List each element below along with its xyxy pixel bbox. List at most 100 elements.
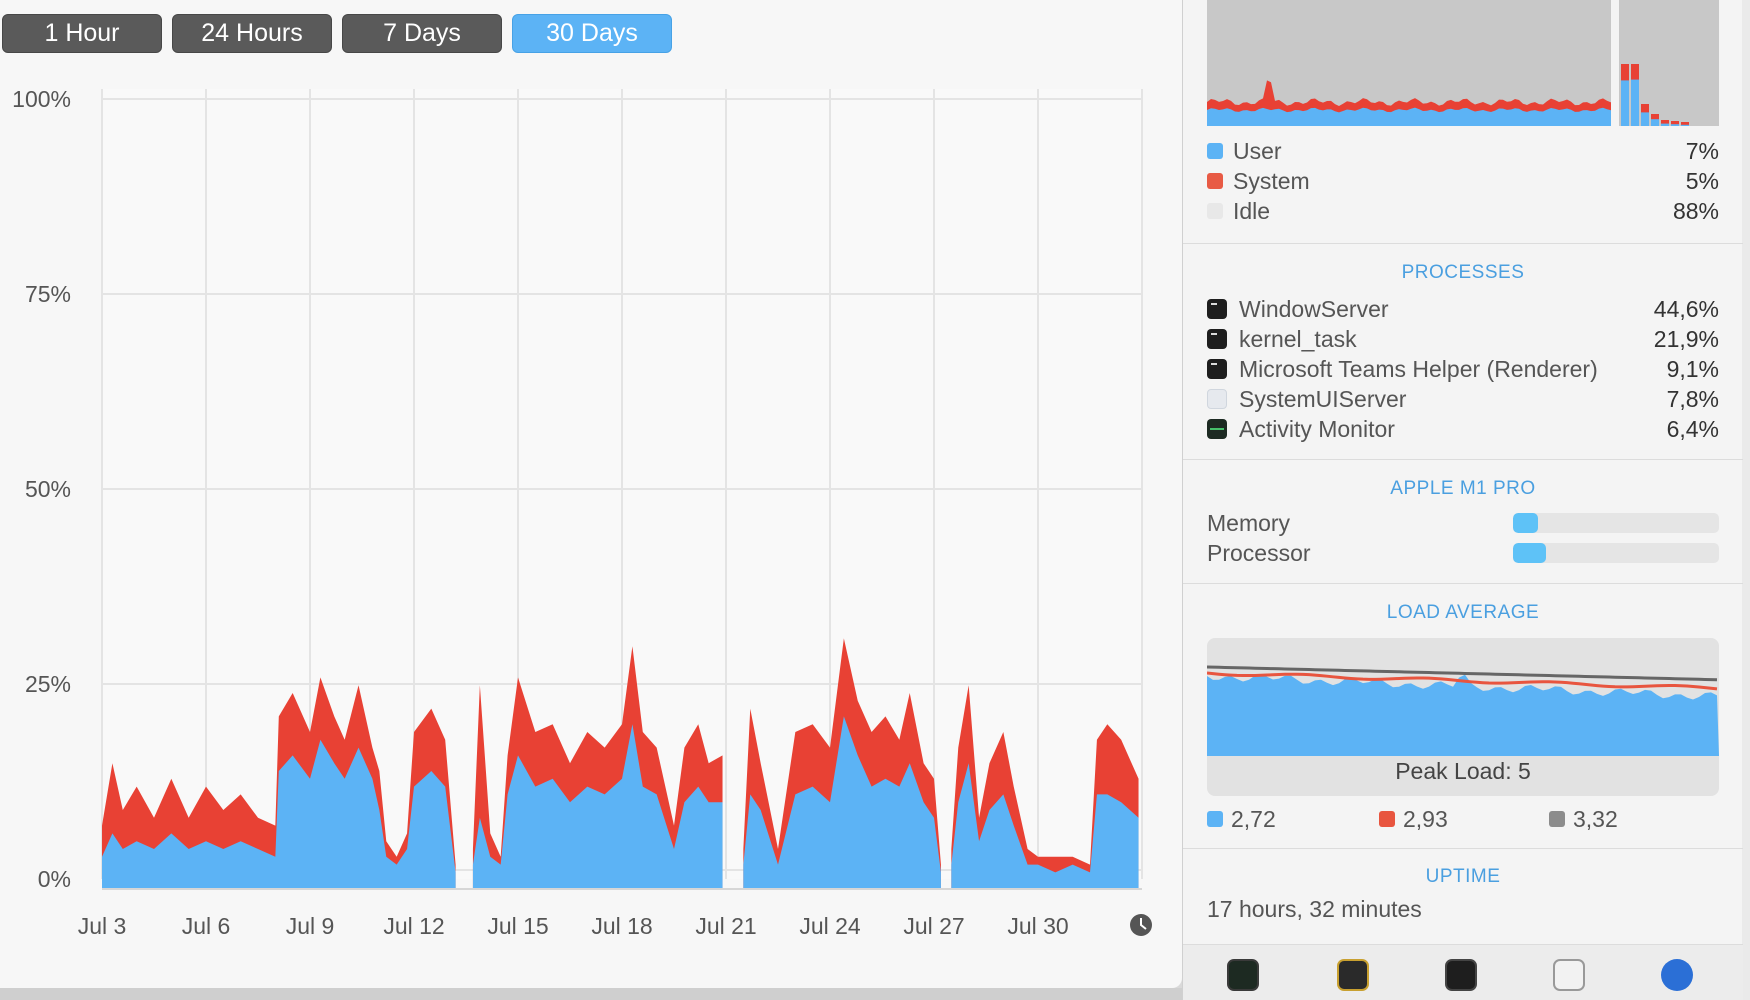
load-average-title: LOAD AVERAGE xyxy=(1386,602,1540,623)
process-name: SystemUIServer xyxy=(1239,385,1407,412)
divider xyxy=(1183,243,1743,244)
x-tick-label: Jul 9 xyxy=(286,913,335,939)
legend-system-label: System xyxy=(1233,167,1310,194)
cpu-mini-history xyxy=(1207,0,1719,126)
process-name: kernel_task xyxy=(1239,325,1357,352)
activity-monitor-icon[interactable] xyxy=(1227,959,1259,991)
load-5min: 2,93 xyxy=(1379,804,1448,834)
load-1min: 2,72 xyxy=(1207,804,1276,834)
load-1min-area xyxy=(1207,674,1719,756)
terminal-icon xyxy=(1207,329,1227,349)
load-1min-swatch-icon xyxy=(1207,811,1223,827)
processor-bar xyxy=(1513,543,1719,563)
terminal-icon[interactable] xyxy=(1445,959,1477,991)
user-area-segment xyxy=(472,724,723,888)
x-tick-label: Jul 27 xyxy=(903,913,964,939)
process-row[interactable]: Microsoft Teams Helper (Renderer) 9,1% xyxy=(1207,354,1719,384)
range-button-1-hour[interactable]: 1 Hour xyxy=(2,14,162,53)
memory-bar xyxy=(1513,513,1719,533)
processor-row: Processor xyxy=(1207,538,1719,568)
processes-title: PROCESSES xyxy=(1401,262,1525,283)
divider xyxy=(1183,583,1743,584)
mini-bar-user xyxy=(1641,112,1649,126)
x-tick-label: Jul 15 xyxy=(487,913,548,939)
time-range-selector: 1 Hour 24 Hours 7 Days 30 Days xyxy=(2,14,672,53)
mini-bar xyxy=(1671,121,1679,126)
user-area-segment xyxy=(951,763,1139,888)
mini-bar-user xyxy=(1661,123,1669,126)
legend-idle-label: Idle xyxy=(1233,197,1271,224)
x-tick-label: Jul 6 xyxy=(182,913,231,939)
process-row[interactable]: WindowServer 44,6% xyxy=(1207,294,1719,324)
mini-bar xyxy=(1661,120,1669,126)
load-1min-value: 2,72 xyxy=(1231,805,1276,832)
mini-bar-user xyxy=(1621,80,1629,126)
load-15min: 3,32 xyxy=(1549,804,1618,834)
memory-row: Memory xyxy=(1207,508,1719,538)
legend-user: User 7% xyxy=(1207,136,1719,166)
process-row[interactable]: SystemUIServer 7,8% xyxy=(1207,384,1719,414)
x-tick-label: Jul 21 xyxy=(695,913,756,939)
process-name: Microsoft Teams Helper (Renderer) xyxy=(1239,355,1598,382)
y-tick-label: 100% xyxy=(12,86,71,112)
console-icon[interactable] xyxy=(1337,959,1369,991)
range-button-7-days[interactable]: 7 Days xyxy=(342,14,502,53)
range-button-24-hours[interactable]: 24 Hours xyxy=(172,14,332,53)
app-shortcut-bar xyxy=(1183,944,1743,1000)
activity-monitor-icon xyxy=(1207,419,1227,439)
x-tick-label: Jul 12 xyxy=(383,913,444,939)
mini-bar-user xyxy=(1631,79,1639,126)
process-value: 7,8% xyxy=(1666,385,1719,412)
process-name: Activity Monitor xyxy=(1239,415,1395,442)
terminal-icon xyxy=(1207,299,1227,319)
load-5min-value: 2,93 xyxy=(1403,805,1448,832)
user-swatch-icon xyxy=(1207,143,1223,159)
terminal-icon xyxy=(1207,359,1227,379)
cpu-history-chart: 100% 75% 50% 25% 0% Jul 3 Jul 6 Jul 9 Jul 12 Jul … xyxy=(12,86,1152,939)
legend-idle: Idle 88% xyxy=(1207,196,1719,226)
cpu-menu-panel: User 7% System 5% Idle 88% PROCESSES Win… xyxy=(1182,0,1743,1000)
disk-utility-icon[interactable] xyxy=(1661,959,1693,991)
chip-title: APPLE M1 PRO xyxy=(1390,478,1536,499)
process-value: 44,6% xyxy=(1653,295,1719,322)
load-15min-line xyxy=(1207,665,1718,682)
x-tick-label: Jul 30 xyxy=(1007,913,1068,939)
system-swatch-icon xyxy=(1207,173,1223,189)
load-average-chart: Peak Load: 5 xyxy=(1207,638,1719,796)
x-tick-label: Jul 18 xyxy=(591,913,652,939)
divider xyxy=(1183,848,1743,849)
mini-bar-user xyxy=(1681,124,1689,126)
system-info-icon[interactable] xyxy=(1553,959,1585,991)
legend-idle-value: 88% xyxy=(1672,197,1719,224)
clock-icon xyxy=(1130,914,1152,936)
mini-bar-user xyxy=(1651,119,1659,126)
legend-system-value: 5% xyxy=(1685,167,1719,194)
legend-user-label: User xyxy=(1233,137,1282,164)
processor-label: Processor xyxy=(1207,539,1311,566)
peak-load-label: Peak Load: 5 xyxy=(1395,758,1531,784)
user-area-segment xyxy=(102,739,456,888)
range-button-30-days[interactable]: 30 Days xyxy=(512,14,672,53)
process-name: WindowServer xyxy=(1239,295,1389,322)
grid-icon xyxy=(1207,389,1227,409)
y-tick-label: 75% xyxy=(25,281,71,307)
process-row[interactable]: kernel_task 21,9% xyxy=(1207,324,1719,354)
mini-bar-user xyxy=(1671,124,1679,126)
mini-user-area xyxy=(1207,107,1611,126)
process-row[interactable]: Activity Monitor 6,4% xyxy=(1207,414,1719,444)
load-legend: 2,72 2,93 3,32 xyxy=(1207,804,1719,834)
uptime-title: UPTIME xyxy=(1425,866,1501,887)
process-value: 21,9% xyxy=(1653,325,1719,352)
cpu-history-window: 100% 75% 50% 25% 0% Jul 3 Jul 6 Jul 9 Jul 12 Jul … xyxy=(0,0,1182,988)
legend-system: System 5% xyxy=(1207,166,1719,196)
load-average-graph xyxy=(1207,665,1719,756)
x-tick-label: Jul 3 xyxy=(78,913,127,939)
idle-swatch-icon xyxy=(1207,203,1223,219)
background-window-edge xyxy=(1740,0,1750,1000)
y-tick-label: 0% xyxy=(38,866,71,892)
load-5min-swatch-icon xyxy=(1379,811,1395,827)
uptime-value: 17 hours, 32 minutes xyxy=(1207,896,1422,922)
legend-user-value: 7% xyxy=(1685,137,1719,164)
load-5min-line xyxy=(1207,671,1718,691)
load-15min-swatch-icon xyxy=(1549,811,1565,827)
